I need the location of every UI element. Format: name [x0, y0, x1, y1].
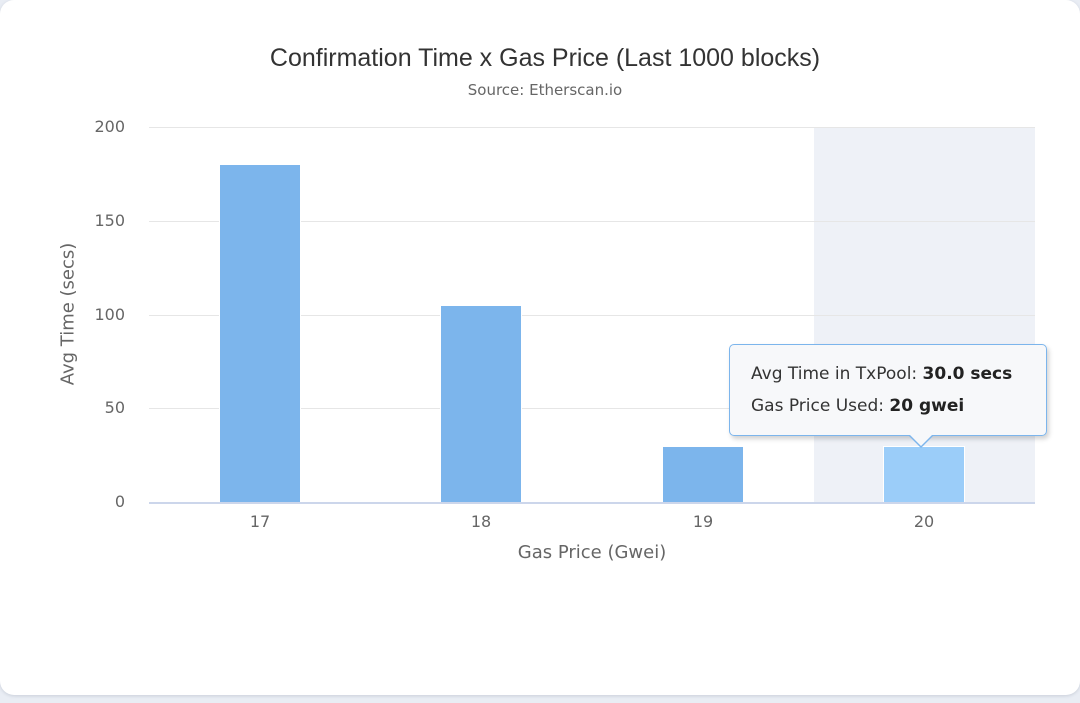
- y-axis-tick-label: 50: [104, 398, 125, 418]
- tooltip-value-2: 20 gwei: [889, 396, 965, 416]
- tooltip-value-1: 30.0 secs: [922, 364, 1013, 384]
- x-axis-tick-label: 19: [692, 512, 714, 531]
- bar-17[interactable]: [219, 164, 301, 502]
- y-axis-tick-label: 100: [94, 304, 125, 324]
- chart-subtitle: Source: Etherscan.io: [467, 81, 623, 99]
- x-axis-tick-label: 20: [913, 512, 935, 531]
- x-axis-tick-label: 17: [249, 512, 271, 531]
- y-axis-tick-label: 150: [94, 210, 125, 230]
- x-axis-tick-label: 18: [470, 512, 492, 531]
- plot-area: [149, 127, 1035, 504]
- tooltip-line-2: Gas Price Used: 20 gwei: [751, 390, 1046, 422]
- chart-title: Confirmation Time x Gas Price (Last 1000…: [269, 44, 821, 72]
- tooltip: Avg Time in TxPool: 30.0 secs Gas Price …: [729, 344, 1047, 448]
- bar-19[interactable]: [662, 446, 744, 502]
- gridline: [149, 127, 1035, 128]
- x-axis-title: Gas Price (Gwei): [517, 542, 667, 563]
- tooltip-arrow-icon: [910, 435, 932, 446]
- bar-18[interactable]: [440, 305, 522, 502]
- y-axis-tick-label: 0: [114, 492, 125, 511]
- gridline: [149, 408, 1035, 410]
- y-axis-tick-label: 200: [94, 117, 125, 136]
- tooltip-label-1: Avg Time in TxPool:: [751, 364, 923, 384]
- tooltip-line-1: Avg Time in TxPool: 30.0 secs: [751, 358, 1046, 390]
- tooltip-label-2: Gas Price Used:: [751, 396, 890, 416]
- bar-20[interactable]: [883, 446, 965, 502]
- gridline: [149, 220, 1035, 222]
- gridline: [149, 314, 1035, 316]
